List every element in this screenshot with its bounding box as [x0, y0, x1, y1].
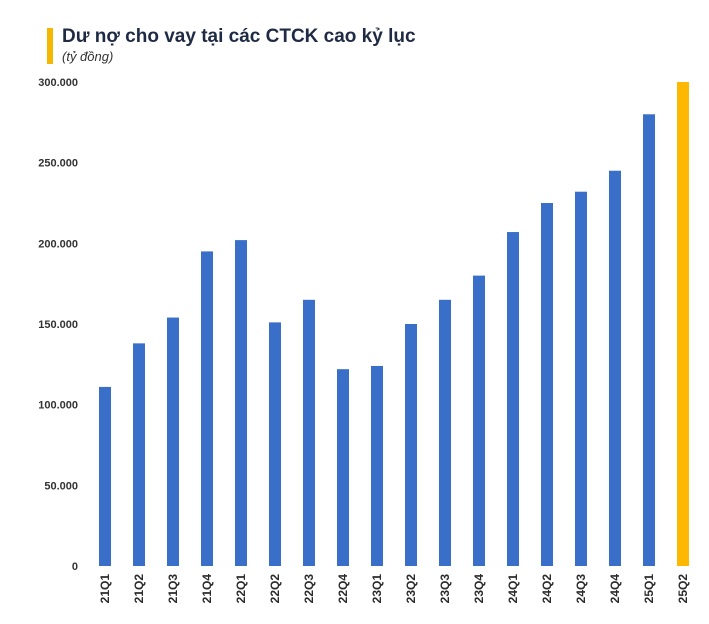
bar-25Q1 — [643, 114, 655, 567]
x-tick-label: 23Q3 — [438, 574, 452, 604]
x-tick-label: 23Q2 — [404, 574, 418, 604]
x-tick-label: 25Q2 — [676, 574, 690, 604]
x-tick-label: 21Q1 — [98, 574, 112, 604]
chart-title: Dư nợ cho vay tại các CTCK cao kỷ lục — [62, 26, 416, 47]
bar-21Q4 — [201, 251, 213, 566]
x-tick-label: 23Q4 — [472, 574, 486, 604]
bar-22Q2 — [269, 322, 281, 566]
x-axis: 21Q1 21Q2 21Q3 21Q4 22Q1 22Q2 22Q3 22Q4 23Q1 23Q2… — [98, 574, 690, 604]
bar-23Q2 — [405, 324, 417, 566]
bar-22Q4 — [337, 369, 349, 566]
bar-23Q4 — [473, 275, 485, 566]
x-tick-label: 22Q4 — [336, 574, 350, 604]
x-tick-label: 24Q1 — [506, 574, 520, 604]
bar-21Q1 — [99, 386, 111, 566]
y-axis: 0 50.000 100.000 150.000 200.000 250.000 300.0… — [38, 77, 78, 573]
bar-24Q2 — [541, 203, 553, 566]
y-tick-label: 300.000 — [38, 77, 78, 89]
bar-23Q3 — [439, 299, 451, 566]
x-tick-label: 21Q3 — [166, 574, 180, 604]
x-tick-label: 25Q1 — [642, 574, 656, 604]
x-tick-label: 22Q3 — [302, 574, 316, 604]
y-tick-label: 200.000 — [38, 238, 78, 250]
y-tick-label: 100.000 — [38, 400, 78, 412]
bar-22Q3 — [303, 299, 315, 566]
bar-22Q1 — [235, 240, 247, 566]
x-tick-label: 21Q2 — [132, 574, 146, 604]
x-tick-label: 24Q3 — [574, 574, 588, 604]
y-tick-label: 150.000 — [38, 319, 78, 331]
chart-unit-label: (tỷ đồng) — [62, 49, 114, 64]
bar-25Q2 — [677, 82, 689, 566]
y-tick-label: 250.000 — [38, 158, 78, 170]
bar-21Q3 — [167, 317, 179, 566]
bar-21Q2 — [133, 343, 145, 566]
bar-24Q1 — [507, 232, 519, 567]
y-tick-label: 0 — [72, 561, 78, 573]
bars — [99, 82, 689, 567]
y-tick-label: 50.000 — [44, 480, 78, 492]
bar-24Q4 — [609, 170, 621, 566]
bar-23Q1 — [371, 365, 383, 566]
title-accent-bar — [47, 28, 53, 64]
x-tick-label: 22Q1 — [234, 574, 248, 604]
bar-24Q3 — [575, 191, 587, 566]
x-tick-label: 24Q4 — [608, 574, 622, 604]
x-tick-label: 23Q1 — [370, 574, 384, 604]
x-tick-label: 22Q2 — [268, 574, 282, 604]
x-tick-label: 24Q2 — [540, 574, 554, 604]
x-tick-label: 21Q4 — [200, 574, 214, 604]
